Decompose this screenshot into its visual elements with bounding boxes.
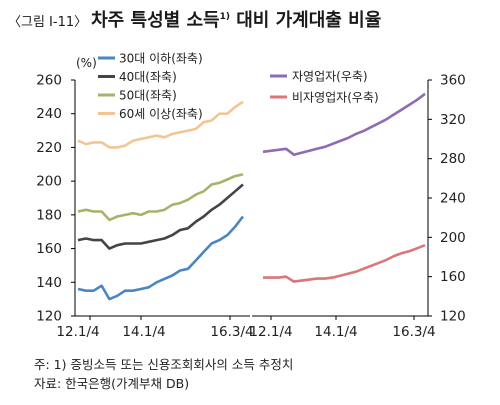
left-y-tick-label: 240 xyxy=(36,106,62,122)
figure-title-main: 차주 특성별 소득 xyxy=(91,10,220,31)
right-series-line-0 xyxy=(262,92,426,156)
left-legend-label-3: 60세 이상(좌축) xyxy=(119,107,203,121)
left-y-tick-label: 120 xyxy=(36,309,62,325)
figure-title: 〈그림 Ⅰ-11〉 차주 특성별 소득1) 대비 가계대출 비율 xyxy=(8,6,381,32)
footnote: 주: 1) 증빙소득 또는 신용조회회사의 소득 추정치 xyxy=(34,357,294,372)
right-legend-label-0: 자영업자(우축) xyxy=(292,70,368,84)
right-y-tick-label: 320 xyxy=(440,112,466,128)
figure-title-rest: 대비 가계대출 비율 xyxy=(229,10,382,31)
left-x-tick-label: 14.1/4 xyxy=(122,324,165,340)
left-series-line-1 xyxy=(77,183,244,250)
right-y-tick-label: 280 xyxy=(440,151,466,167)
right-y-tick-label: 240 xyxy=(440,191,466,207)
left-y-tick-label: 160 xyxy=(36,241,62,257)
notes: 주: 1) 증빙소득 또는 신용조회회사의 소득 추정치 자료: 한국은행(가계… xyxy=(34,355,293,393)
left-y-tick-label: 200 xyxy=(36,174,62,190)
right-y-tick-label: 200 xyxy=(440,230,466,246)
left-chart-panel: 120 140 160 180 200 220 240 260 (%) 12.1/4 14.1/4 1… xyxy=(36,52,253,341)
left-series-line-0 xyxy=(77,215,245,301)
left-y-tick-label: 140 xyxy=(36,275,62,291)
right-x-tick-label: 14.1/4 xyxy=(314,324,357,340)
right-x-tick-label: 16.3/4 xyxy=(392,324,435,340)
figure-number: 〈그림 Ⅰ-11〉 xyxy=(8,15,88,30)
left-series-line-2 xyxy=(77,173,244,222)
left-legend-label-1: 40대(좌축) xyxy=(119,70,177,84)
right-x-tick-label: 12.1/4 xyxy=(249,324,292,340)
figure-title-footnote-mark: 1) xyxy=(219,12,230,22)
left-legend-label-0: 30대 이하(좌축) xyxy=(119,52,203,66)
left-series-line-3 xyxy=(77,100,244,149)
source-note: 자료: 한국은행(가계부채 DB) xyxy=(34,376,190,391)
left-y-tick-label: 180 xyxy=(36,207,62,223)
right-legend-label-1: 비자영업자(우축) xyxy=(292,91,379,105)
right-y-tick-label: 120 xyxy=(440,309,466,325)
left-y-tick-label: 260 xyxy=(36,73,62,89)
left-x-tick-label: 12.1/4 xyxy=(56,324,99,340)
right-chart-panel: 120 160 200 240 280 320 360 12.1/4 14.1/4 16.3/4 자… xyxy=(249,70,465,341)
right-y-tick-label: 160 xyxy=(440,269,466,285)
right-y-tick-label: 360 xyxy=(440,73,466,89)
left-legend-label-2: 50대(좌축) xyxy=(119,89,177,103)
right-series-line-1 xyxy=(263,243,426,283)
left-axis-unit: (%) xyxy=(76,56,97,70)
left-x-tick-label: 16.3/4 xyxy=(210,324,253,340)
left-y-tick-label: 220 xyxy=(36,140,62,156)
